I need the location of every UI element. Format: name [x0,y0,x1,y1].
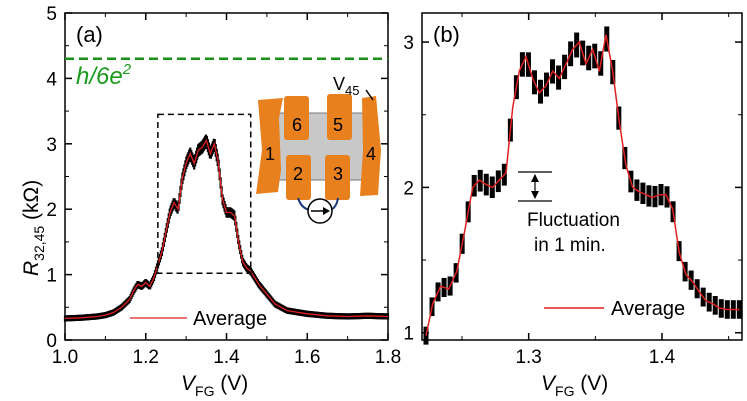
contact-5 [327,94,352,140]
fluctuation-arrow-down [531,191,539,199]
y-tick-label: 1 [46,266,57,287]
y-tick-label: 0 [46,331,57,352]
fluctuation-label-line2: in 1 min. [534,235,606,256]
panel-a-legend-label: Average [193,308,267,330]
x-tick-label: 1.4 [213,347,240,368]
panel-b-average-line [425,34,740,336]
zoom-region-box [157,113,252,275]
panel-b-label: (b) [433,22,460,47]
panel-b-x-ticks: 1.3 1.4 [461,13,730,368]
panel-a-label: (a) [76,22,103,47]
x-tick-label: 1.6 [294,347,320,368]
x-tick-label: 1.4 [649,347,676,368]
panel-b-frame [421,12,743,341]
electrode-label-4: 4 [366,144,376,164]
panel-b-legend-label: Average [611,298,685,320]
y-tick-label: 2 [46,200,57,221]
electrode-label-5: 5 [333,115,343,135]
panel-b: 1 2 3 1.3 1.4 (b) Fluctuation in 1 min. Ave… [403,12,743,399]
x-tick-label: 1.3 [515,347,541,368]
reference-line-label: h/6e2 [76,61,132,90]
panel-a-y-axis-title: R32,45 (kΩ) [20,180,47,276]
electrode-label-2: 2 [293,164,303,184]
fluctuation-label-line1: Fluctuation [527,210,620,231]
panel-b-x-axis-title: VFG (V) [541,372,608,399]
y-tick-label: 2 [403,178,414,199]
x-tick-label: 1.2 [133,347,159,368]
y-tick-label: 3 [46,135,57,156]
fluctuation-arrow-up [531,174,539,182]
graphene-channel [267,112,369,181]
panel-a-x-axis-title: VFG (V) [181,372,248,399]
y-tick-label: 4 [46,69,57,90]
electrode-label-6: 6 [292,115,302,135]
panel-a-average-line [64,138,389,320]
device-schematic-inset: 1 2 3 4 5 6 V45 [256,74,381,224]
y-tick-label: 1 [403,324,414,345]
electrode-label-3: 3 [333,164,343,184]
electrode-label-1: 1 [265,144,275,164]
current-arrow-head [323,207,330,215]
panel-b-y-ticks: 1 2 3 [403,33,742,345]
panel-a-x-ticks: 1.0 1.2 1.4 1.6 1.8 [52,13,401,368]
voltage-probe-tick [365,89,374,101]
contact-3 [325,155,350,200]
y-tick-label: 5 [46,4,57,25]
panel-b-fluctuation-bars [423,26,742,345]
contact-1 [256,98,283,194]
contact-2 [286,155,311,200]
voltage-label: V45 [333,74,359,98]
contact-4 [360,96,381,196]
x-tick-label: 1.0 [52,347,78,368]
contact-6 [284,96,309,140]
x-tick-label: 1.8 [375,347,401,368]
y-tick-label: 3 [403,33,414,54]
